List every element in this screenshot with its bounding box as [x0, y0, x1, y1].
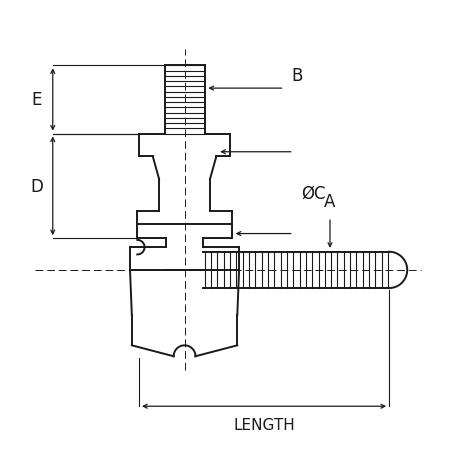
- Text: A: A: [324, 192, 335, 211]
- Text: LENGTH: LENGTH: [233, 417, 294, 432]
- Text: E: E: [31, 91, 41, 109]
- Text: ØC: ØC: [300, 184, 325, 202]
- Text: D: D: [30, 178, 43, 196]
- Text: B: B: [291, 67, 302, 84]
